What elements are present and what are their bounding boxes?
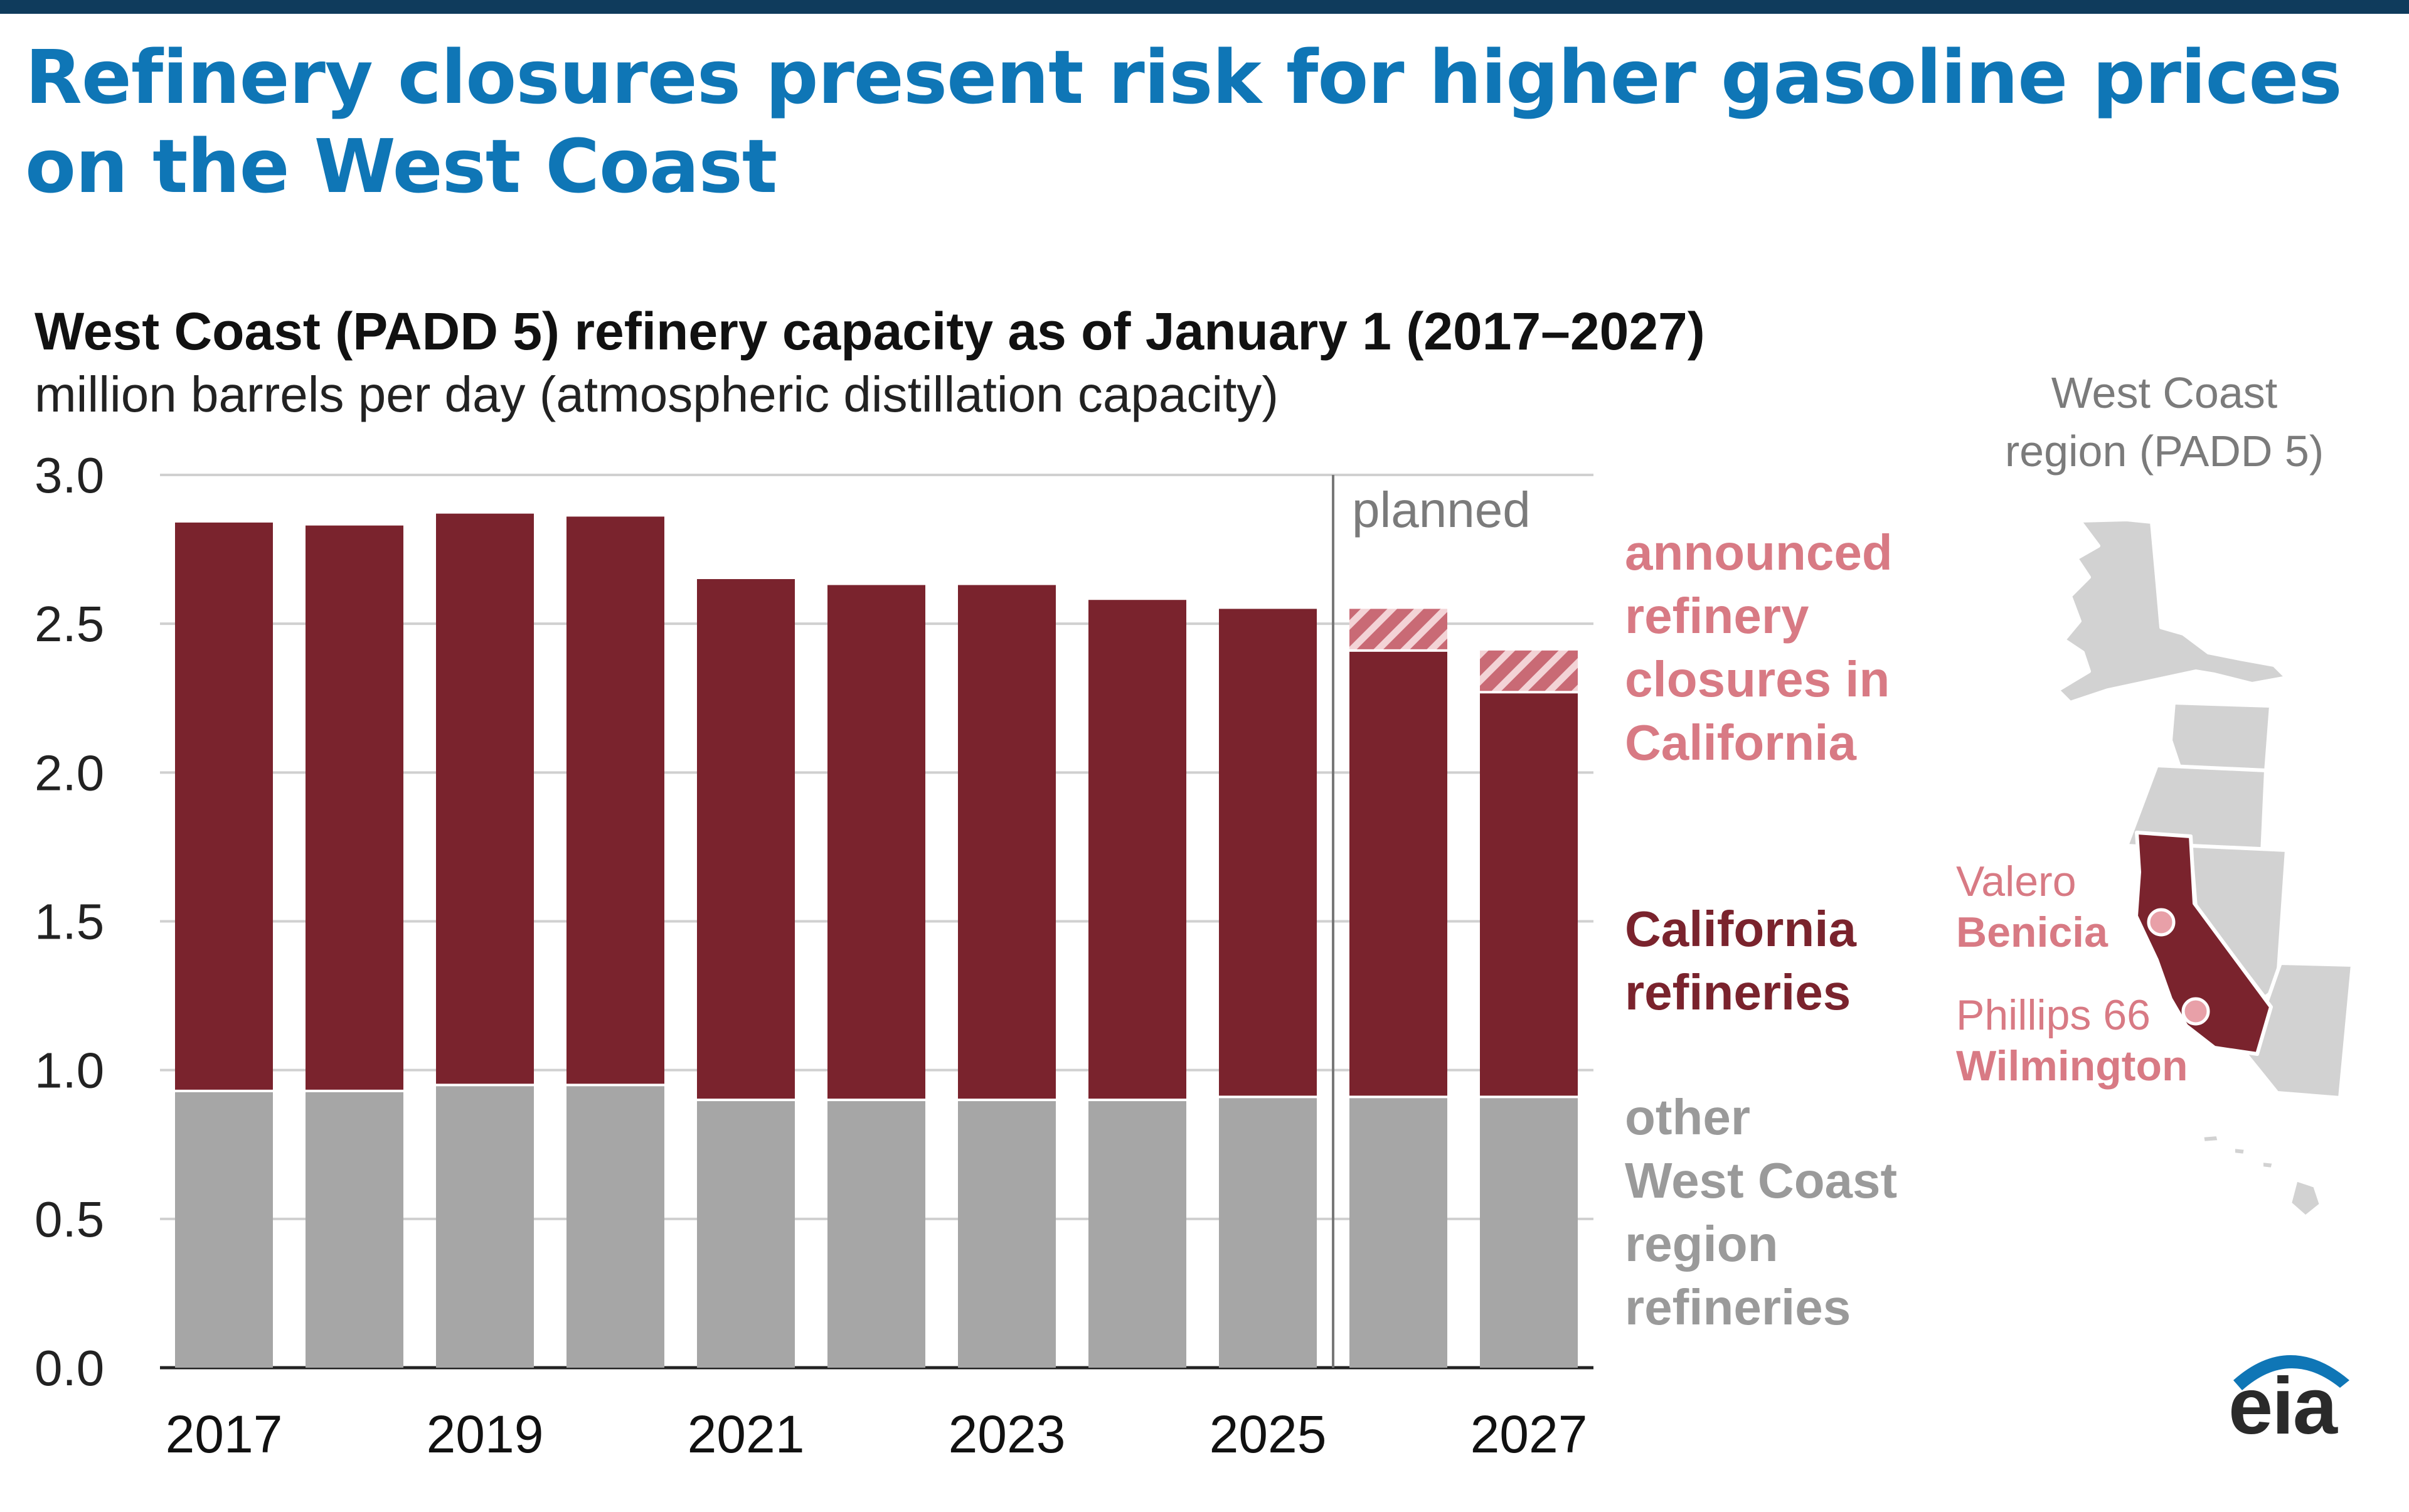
y-tick-label: 1.5 bbox=[35, 894, 104, 950]
california-shape bbox=[2134, 831, 2273, 1056]
refinery-company-label: Phillips 66 bbox=[1956, 991, 2151, 1039]
bar-california-2026 bbox=[1349, 650, 1447, 1097]
x-axis-ticks: 2017 2019 2021 2023 2025 2027 bbox=[166, 1405, 1588, 1464]
planned-label: planned bbox=[1352, 482, 1531, 538]
bar-california-2023 bbox=[958, 585, 1056, 1100]
washington-shape bbox=[2169, 701, 2273, 774]
map-title-line: West Coast bbox=[2051, 368, 2278, 417]
bar-other-2021 bbox=[697, 1100, 795, 1368]
bar-other-2025 bbox=[1219, 1097, 1317, 1368]
hawaii-island bbox=[2288, 1178, 2323, 1219]
eia-logo-text: eia bbox=[2228, 1361, 2337, 1451]
legend-other-line: refineries bbox=[1625, 1279, 1851, 1335]
bar-other-2018 bbox=[306, 1090, 403, 1368]
bar-other-2023 bbox=[958, 1100, 1056, 1368]
bar-california-2019 bbox=[436, 513, 534, 1085]
legend-closures-line: California bbox=[1625, 715, 1856, 770]
y-tick-label: 0.5 bbox=[35, 1191, 104, 1247]
map-title-line: region (PADD 5) bbox=[2004, 427, 2324, 476]
legend-other-line: other bbox=[1625, 1089, 1750, 1145]
y-tick-label: 1.0 bbox=[35, 1043, 104, 1099]
refinery-company-label: Valero bbox=[1956, 858, 2077, 905]
x-tick-label: 2017 bbox=[166, 1405, 283, 1464]
y-tick-label: 0.0 bbox=[35, 1340, 104, 1396]
refinery-site-label: Benicia bbox=[1956, 908, 2108, 956]
hawaii-island bbox=[2200, 1132, 2221, 1145]
eia-logo-swoosh bbox=[2233, 1355, 2349, 1390]
bar-other-2027 bbox=[1480, 1097, 1578, 1368]
hawaii-island bbox=[2260, 1159, 2276, 1171]
wilmington-marker bbox=[2181, 997, 2210, 1026]
hawaii-island bbox=[2231, 1145, 2248, 1158]
bar-california-2018 bbox=[306, 525, 403, 1091]
benicia-marker bbox=[2147, 908, 2176, 937]
y-axis-ticks: 0.0 0.5 1.0 1.5 2.0 2.5 3.0 bbox=[35, 447, 104, 1396]
x-tick-label: 2019 bbox=[427, 1405, 544, 1464]
x-tick-label: 2027 bbox=[1470, 1405, 1588, 1464]
bar-closures-2026 bbox=[1349, 609, 1447, 651]
y-tick-label: 3.0 bbox=[35, 447, 104, 503]
y-tick-label: 2.5 bbox=[35, 596, 104, 652]
x-tick-label: 2021 bbox=[688, 1405, 805, 1464]
bar-california-2022 bbox=[827, 585, 925, 1100]
bar-other-2024 bbox=[1088, 1100, 1186, 1368]
bar-california-2017 bbox=[175, 522, 273, 1091]
bar-other-2019 bbox=[436, 1085, 534, 1368]
bar-california-2025 bbox=[1219, 609, 1317, 1097]
west-coast-map bbox=[2056, 518, 2354, 1219]
bar-other-2022 bbox=[827, 1100, 925, 1368]
x-tick-label: 2023 bbox=[949, 1405, 1066, 1464]
legend-other-line: region bbox=[1625, 1216, 1779, 1272]
legend-closures-line: refinery bbox=[1625, 588, 1809, 644]
legend-california-line: refineries bbox=[1625, 964, 1851, 1020]
legend-california-line: California bbox=[1625, 901, 1856, 957]
map-title: West Coast region (PADD 5) bbox=[1964, 364, 2365, 481]
refinery-site-label: Wilmington bbox=[1956, 1042, 2188, 1090]
top-bar bbox=[0, 0, 2409, 14]
chart-title: West Coast (PADD 5) refinery capacity as… bbox=[35, 302, 1705, 361]
legend-closures: announced refinery closures in Californi… bbox=[1625, 521, 1893, 774]
bar-other-2026 bbox=[1349, 1097, 1447, 1368]
legend-other: other West Coast region refineries bbox=[1625, 1085, 1897, 1339]
legend-california: California refineries bbox=[1625, 897, 1856, 1024]
bar-california-2024 bbox=[1088, 600, 1186, 1100]
x-tick-label: 2025 bbox=[1210, 1405, 1327, 1464]
headline: Refinery closures present risk for highe… bbox=[25, 34, 2343, 210]
bar-other-2017 bbox=[175, 1090, 273, 1368]
bar-other-2020 bbox=[566, 1085, 664, 1368]
bar-california-2020 bbox=[566, 516, 664, 1085]
alaska-shape bbox=[2056, 518, 2289, 705]
chart-subtitle: million barrels per day (atmospheric dis… bbox=[35, 366, 1279, 422]
bars bbox=[175, 513, 1578, 1368]
legend-closures-line: announced bbox=[1625, 524, 1893, 580]
legend-closures-line: closures in bbox=[1625, 651, 1890, 707]
bar-california-2021 bbox=[697, 579, 795, 1100]
legend-other-line: West Coast bbox=[1625, 1153, 1898, 1208]
bar-california-2027 bbox=[1480, 692, 1578, 1097]
y-tick-label: 2.0 bbox=[35, 745, 104, 801]
bar-closures-2027 bbox=[1480, 650, 1578, 693]
bar-chart: 0.00.51.01.52.02.53.0 2017 2019 2021 2023 20… bbox=[35, 447, 1593, 1464]
